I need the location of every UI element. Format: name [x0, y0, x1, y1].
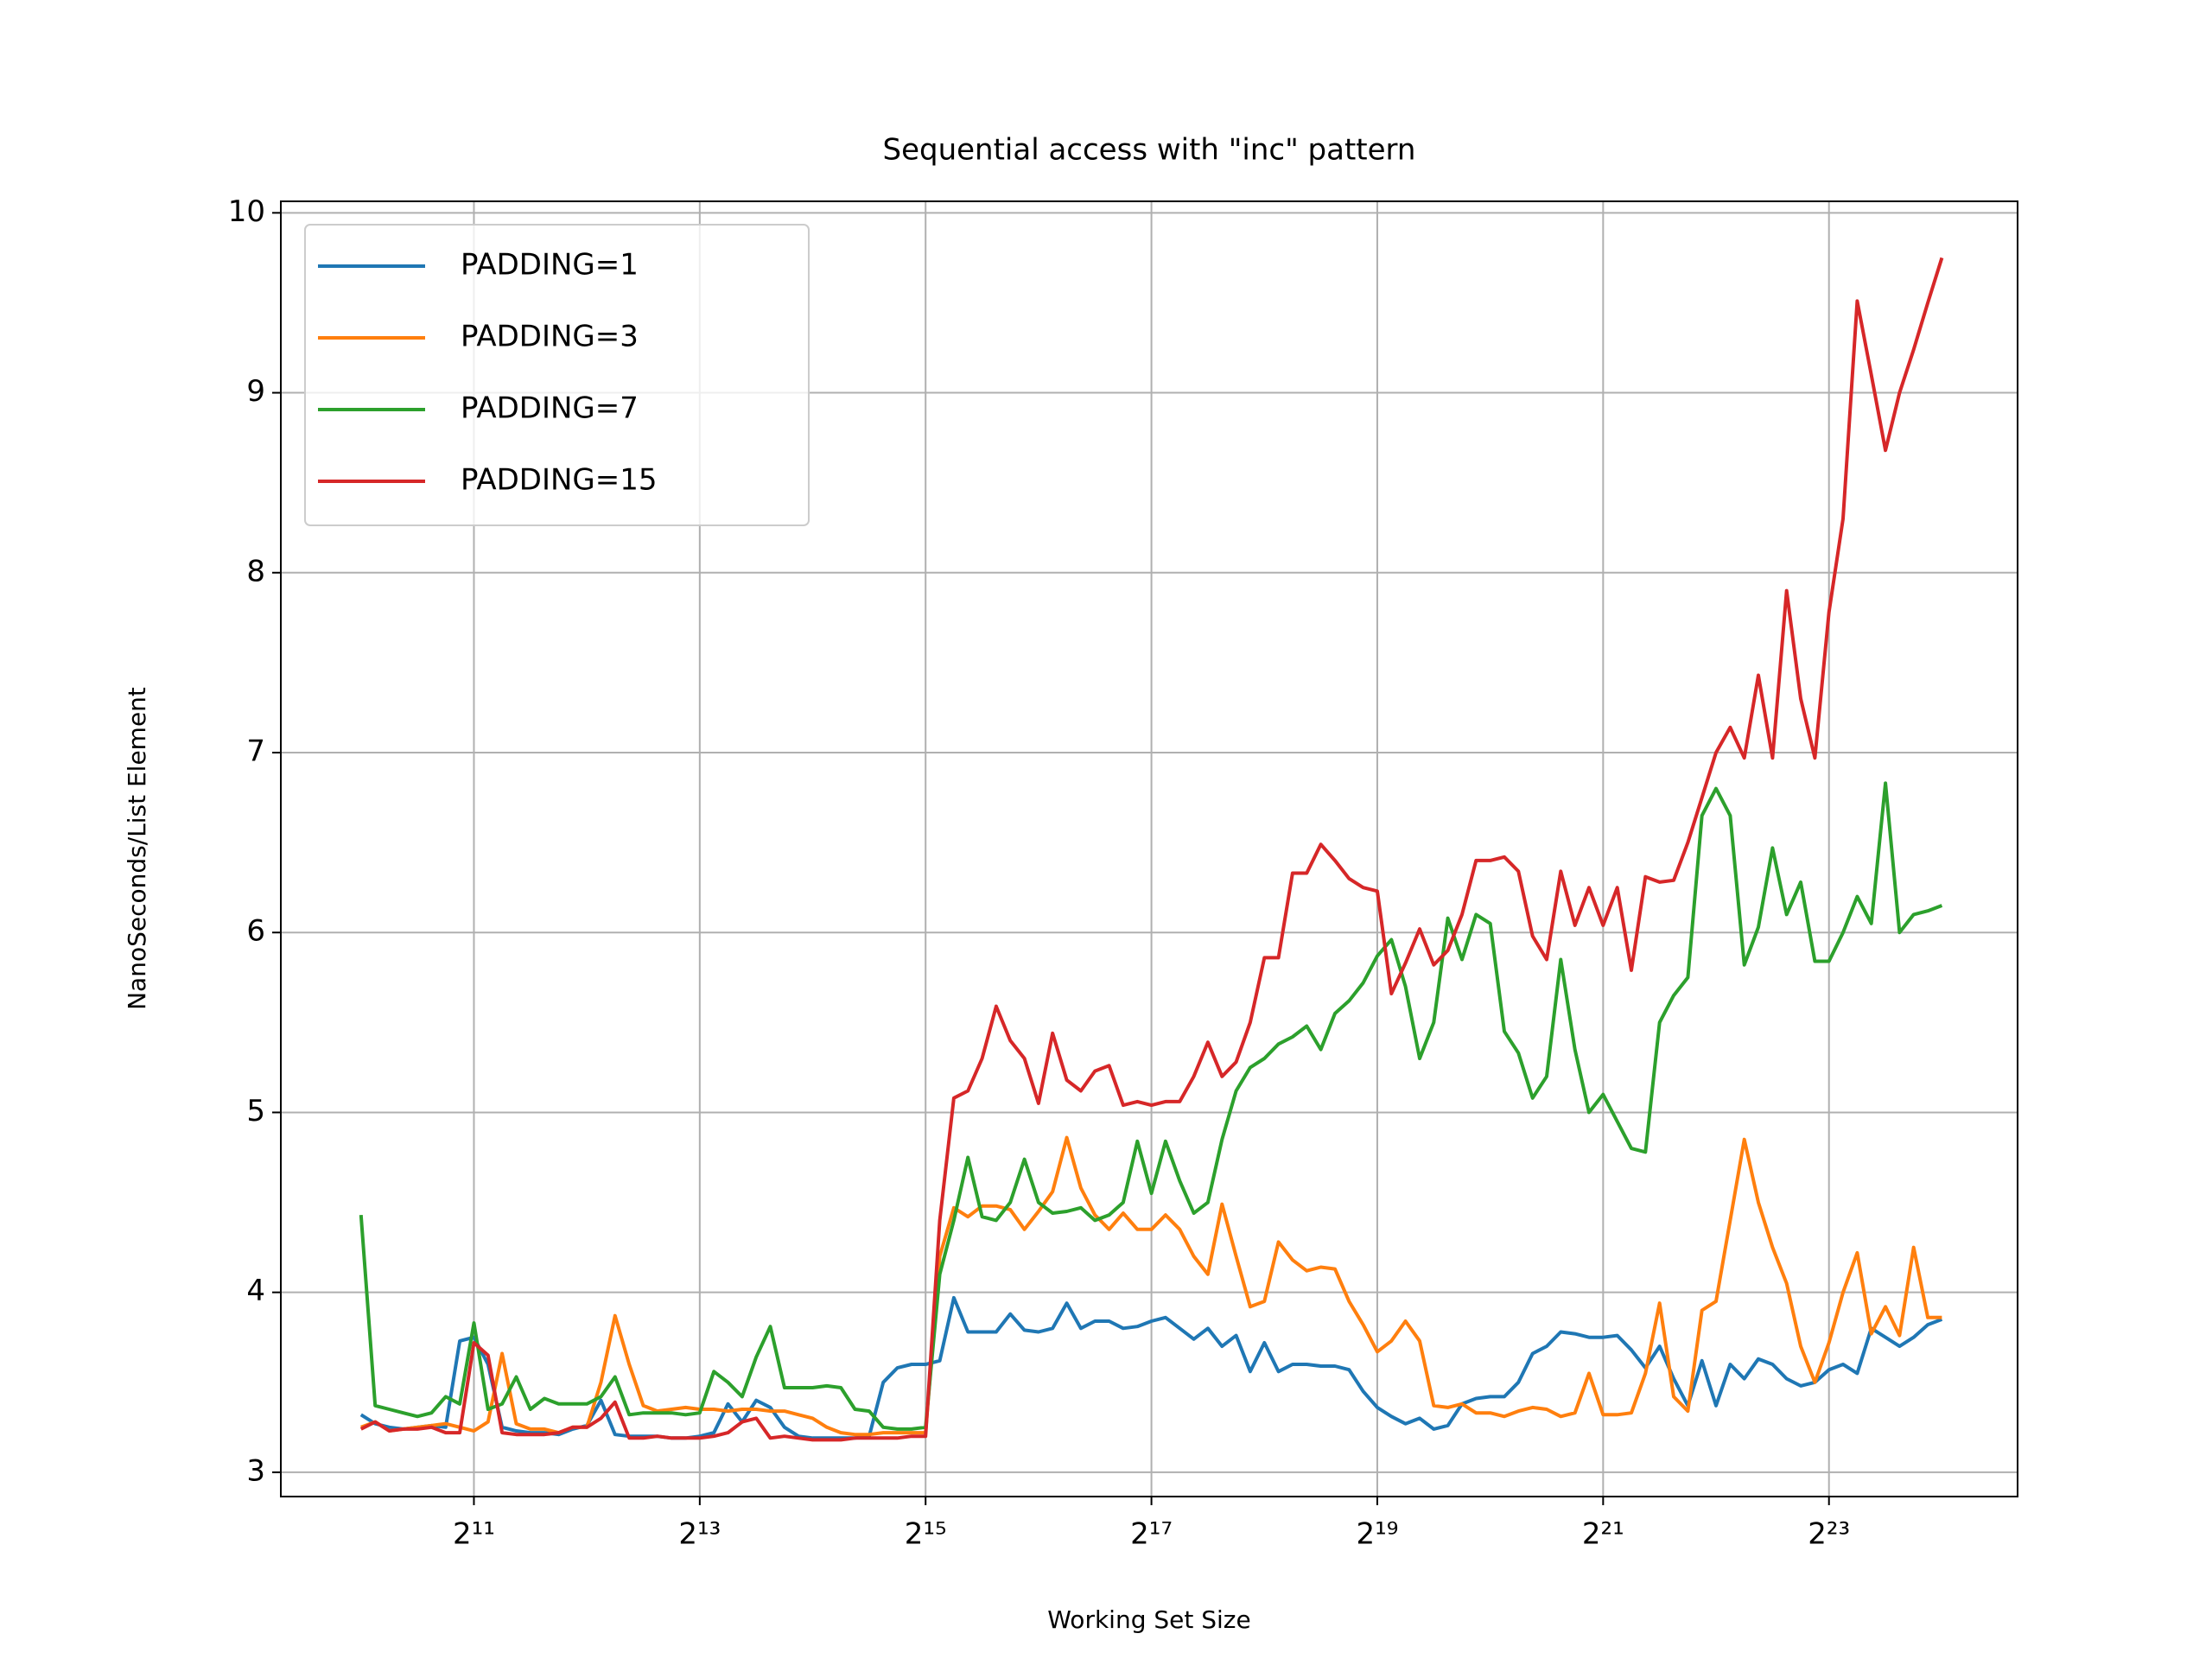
y-axis-label: NanoSeconds/List Element: [123, 687, 151, 1010]
legend-label: PADDING=7: [461, 391, 639, 426]
chart-title: Sequential access with "inc" pattern: [883, 133, 1416, 168]
y-tick-label: 3: [246, 1453, 265, 1488]
legend-label: PADDING=15: [461, 463, 658, 498]
x-tick-label: 2¹¹: [453, 1517, 495, 1552]
data-line: [360, 1135, 1942, 1437]
ticks: 2¹¹ 2¹³ 2¹⁵ 2¹⁷ 2¹⁹ 2²¹ 2²³ 3 4 5 6 7 8 9 10: [228, 194, 1850, 1552]
axes-frame: [280, 200, 2018, 1497]
data-line: [359, 781, 1943, 1431]
x-tick-label: 2¹⁷: [1130, 1517, 1173, 1552]
y-tick-label: 9: [246, 374, 265, 409]
y-tick-label: 8: [246, 554, 265, 588]
legend: PADDING=1 PADDING=3 PADDING=7 PADDING=15: [304, 224, 810, 526]
legend-label: PADDING=1: [461, 248, 639, 283]
x-tick-label: 2¹³: [678, 1517, 721, 1552]
data-line: [359, 1295, 1943, 1440]
x-tick-label: 2¹⁹: [1357, 1517, 1399, 1552]
plot-area: [359, 257, 1944, 1442]
legend-label: PADDING=3: [461, 320, 639, 354]
x-tick-label: 2²¹: [1582, 1517, 1624, 1552]
x-tick-label: 2¹⁵: [905, 1517, 947, 1552]
x-tick-label: 2²³: [1808, 1517, 1850, 1552]
legend-box: [304, 224, 810, 526]
grid: [281, 201, 2018, 1497]
data-line: [359, 257, 1944, 1442]
y-tick-label: 5: [246, 1094, 265, 1128]
y-tick-label: 4: [246, 1274, 265, 1308]
x-axis-label: Working Set Size: [1047, 1605, 1250, 1634]
y-tick-label: 10: [228, 194, 265, 229]
y-tick-label: 7: [246, 734, 265, 768]
y-tick-label: 6: [246, 914, 265, 949]
